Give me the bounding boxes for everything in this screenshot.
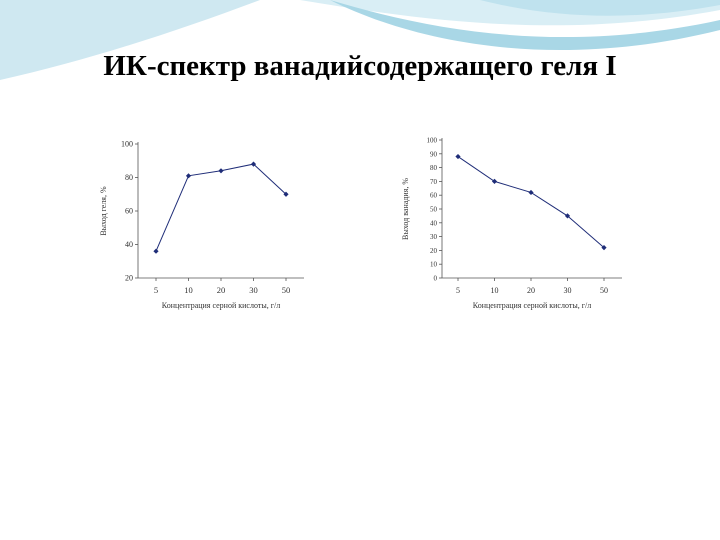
chart1-data-point [250,161,257,167]
chart1-y-tick-label: 80 [125,173,133,182]
chart2-data-point [564,213,571,219]
chart2-data-point [528,189,534,196]
chart2-y-axis-title: Выход ванадия, % [401,178,410,240]
chart1-y-tick-label: 100 [121,140,133,149]
chart1-x-tick-label: 30 [249,285,258,295]
vanadium-yield-chart-svg: 0 10 20 30 40 50 60 70 80 90 100 5 10 20 30 50 Концентра… [401,137,622,310]
chart2-y-tick-label: 40 [430,219,438,227]
chart2-y-tick-label: 0 [434,275,438,283]
chart2-y-tick-label: 70 [430,178,438,186]
chart1-x-tick-label: 5 [154,285,158,295]
chart2-x-tick-label: 30 [564,286,572,295]
chart1-y-axis-title: Выход геля, % [99,186,108,236]
chart2-x-axis-title: Концентрация серной кислоты, г/л [473,301,591,310]
chart1-x-tick-label: 10 [184,285,193,295]
chart2-x-tick-label: 5 [456,286,460,295]
chart1-x-tick-label: 20 [217,285,226,295]
chart1-data-point [218,168,224,174]
chart1-y-tick-label: 60 [125,207,133,216]
chart1-series-line [155,163,287,252]
chart2-data-point [455,153,461,160]
chart2-series-line [457,156,605,248]
chart2-y-tick-label: 20 [430,247,438,255]
chart1-x-tick-label: 50 [282,285,291,295]
vanadium-yield-chart: 0 10 20 30 40 50 60 70 80 90 100 5 10 20 30 50 Концентра… [398,130,626,326]
chart2-y-tick-label: 60 [430,192,438,200]
chart1-data-point [153,248,159,254]
chart2-y-tick-label: 100 [427,137,438,145]
chart2-y-tick-label: 80 [430,164,438,172]
chart1-y-tick-label: 40 [125,240,133,249]
chart2-y-tick-label: 30 [430,233,438,241]
chart1-data-point [283,191,289,197]
chart2-y-tick-label: 90 [430,150,438,158]
chart2-x-tick-label: 50 [600,286,608,295]
chart1-x-axis-title: Концентрация серной кислоты, г/л [162,301,280,310]
chart1-data-point [185,173,192,179]
chart2-y-tick-label: 50 [430,206,438,214]
chart2-data-point [491,178,498,184]
gel-yield-chart: 20 40 60 80 100 5 10 20 30 50 Концентрация серной … [92,128,314,326]
chart2-y-tick-label: 10 [430,261,438,269]
background-swoosh [0,0,720,80]
slide-title: ИК-спектр ванадийсодержащего геля I [103,50,617,82]
chart2-data-point [601,245,607,251]
chart2-x-tick-label: 10 [491,286,499,295]
chart2-x-tick-label: 20 [527,286,535,295]
chart1-y-tick-label: 20 [125,274,133,283]
